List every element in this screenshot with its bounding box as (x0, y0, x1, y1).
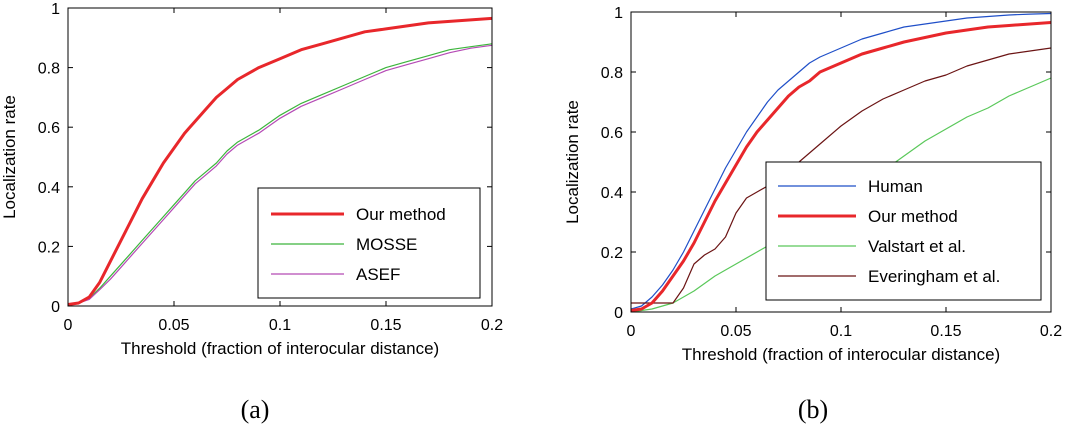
legend-entry-label: Our method (868, 207, 958, 226)
y-tick-label: 0.4 (601, 185, 623, 202)
panel-caption: (a) (241, 395, 270, 424)
y-tick-label: 0 (614, 305, 623, 322)
y-axis-label: Localization rate (563, 100, 582, 224)
series-line-our-method (631, 21, 1051, 312)
panel-caption: (b) (798, 395, 828, 424)
x-tick-label: 0 (627, 323, 636, 340)
y-tick-label: 0.6 (38, 120, 60, 137)
series-line-mosse (68, 43, 492, 306)
y-axis-label: Localization rate (0, 95, 19, 219)
legend-box (765, 161, 1042, 301)
legend-entry-label: Our method (356, 205, 446, 224)
x-tick-label: 0.1 (269, 317, 291, 334)
y-tick-label: 0.4 (38, 180, 60, 197)
x-tick-label: 0 (64, 317, 73, 334)
chart-panel-b: 0 0.05 0.1 0.15 0.2 0 0.2 0.4 0.6 0.8 1 Threshold (… (563, 5, 1062, 424)
legend-entry-label: Valstart et al. (868, 237, 966, 256)
x-tick-label: 0.15 (370, 317, 401, 334)
y-tick-label: 0.8 (601, 65, 623, 82)
chart-panel-a: 0 0.05 0.1 0.15 0.2 0 0.2 0.4 0.6 0.8 1 Threshold (… (0, 1, 503, 424)
y-tick-label: 0.2 (601, 245, 623, 262)
legend-entry-label: MOSSE (356, 235, 417, 254)
series-line-our-method (68, 16, 492, 306)
x-tick-label: 0.05 (720, 323, 751, 340)
legend-box (257, 187, 481, 299)
x-tick-label: 0.05 (158, 317, 189, 334)
y-tick-label: 0.2 (38, 239, 60, 256)
y-tick-label: 0 (51, 299, 60, 316)
legend-entry-label: Everingham et al. (868, 267, 1000, 286)
x-axis-label: Threshold (fraction of interocular dista… (682, 345, 1000, 364)
y-tick-label: 1 (614, 5, 623, 22)
x-tick-label: 0.15 (930, 323, 961, 340)
legend: Our method MOSSE ASEF (257, 187, 481, 299)
legend: Human Our method Valstart et al. Everingham… (765, 161, 1042, 301)
x-tick-label: 0.1 (830, 323, 852, 340)
legend-entry-label: ASEF (356, 265, 400, 284)
x-tick-label: 0.2 (481, 317, 503, 334)
legend-entry-label: Human (868, 177, 923, 196)
y-tick-label: 1 (51, 1, 60, 18)
series-line-human (631, 12, 1051, 310)
series-group (68, 16, 492, 306)
y-tick-label: 0.8 (38, 61, 60, 78)
x-axis-label: Threshold (fraction of interocular dista… (121, 339, 439, 358)
y-tick-label: 0.6 (601, 125, 623, 142)
x-tick-label: 0.2 (1040, 323, 1062, 340)
series-line-asef (68, 44, 492, 306)
